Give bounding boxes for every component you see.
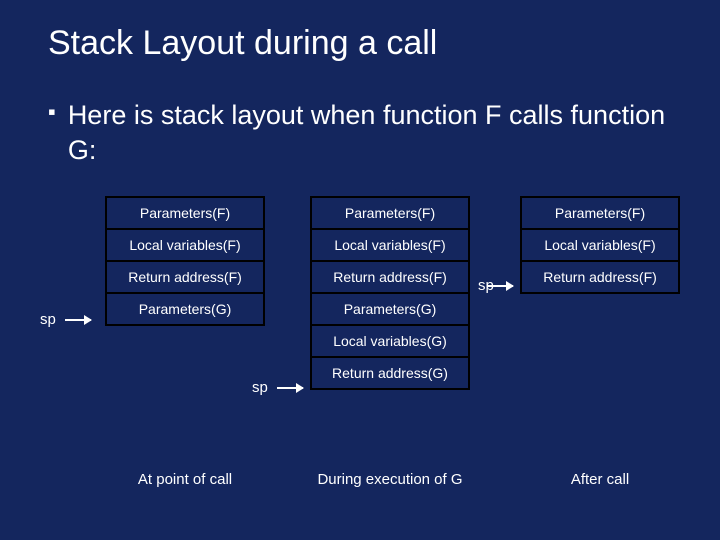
sp-label-1: sp — [40, 311, 56, 328]
bullet-marker-icon: ▪ — [48, 98, 56, 127]
arrow-icon — [487, 285, 513, 287]
stack-cell: Local variables(G) — [310, 324, 470, 358]
stack-column-3: Parameters(F) Local variables(F) Return … — [520, 196, 680, 292]
stack-cell: Local variables(F) — [520, 228, 680, 262]
stack-cell: Parameters(G) — [105, 292, 265, 326]
arrow-icon — [277, 387, 303, 389]
caption-2: During execution of G — [300, 471, 480, 488]
arrow-icon — [65, 319, 91, 321]
bullet-row: ▪ Here is stack layout when function F c… — [48, 98, 680, 168]
stack-cell: Return address(F) — [105, 260, 265, 294]
stack-cell: Parameters(F) — [310, 196, 470, 230]
stack-column-2: Parameters(F) Local variables(F) Return … — [310, 196, 470, 388]
stack-cell: Local variables(F) — [105, 228, 265, 262]
caption-3: After call — [510, 471, 690, 488]
stack-cell: Parameters(F) — [105, 196, 265, 230]
stack-cell: Return address(F) — [520, 260, 680, 294]
stack-cell: Parameters(G) — [310, 292, 470, 326]
stack-column-1: Parameters(F) Local variables(F) Return … — [105, 196, 265, 324]
stack-cell: Return address(F) — [310, 260, 470, 294]
bullet-text: Here is stack layout when function F cal… — [68, 98, 680, 168]
caption-1: At point of call — [95, 471, 275, 488]
stack-cell: Return address(G) — [310, 356, 470, 390]
slide-title: Stack Layout during a call — [48, 24, 437, 63]
sp-label-2: sp — [252, 379, 268, 396]
stack-cell: Parameters(F) — [520, 196, 680, 230]
stack-cell: Local variables(F) — [310, 228, 470, 262]
